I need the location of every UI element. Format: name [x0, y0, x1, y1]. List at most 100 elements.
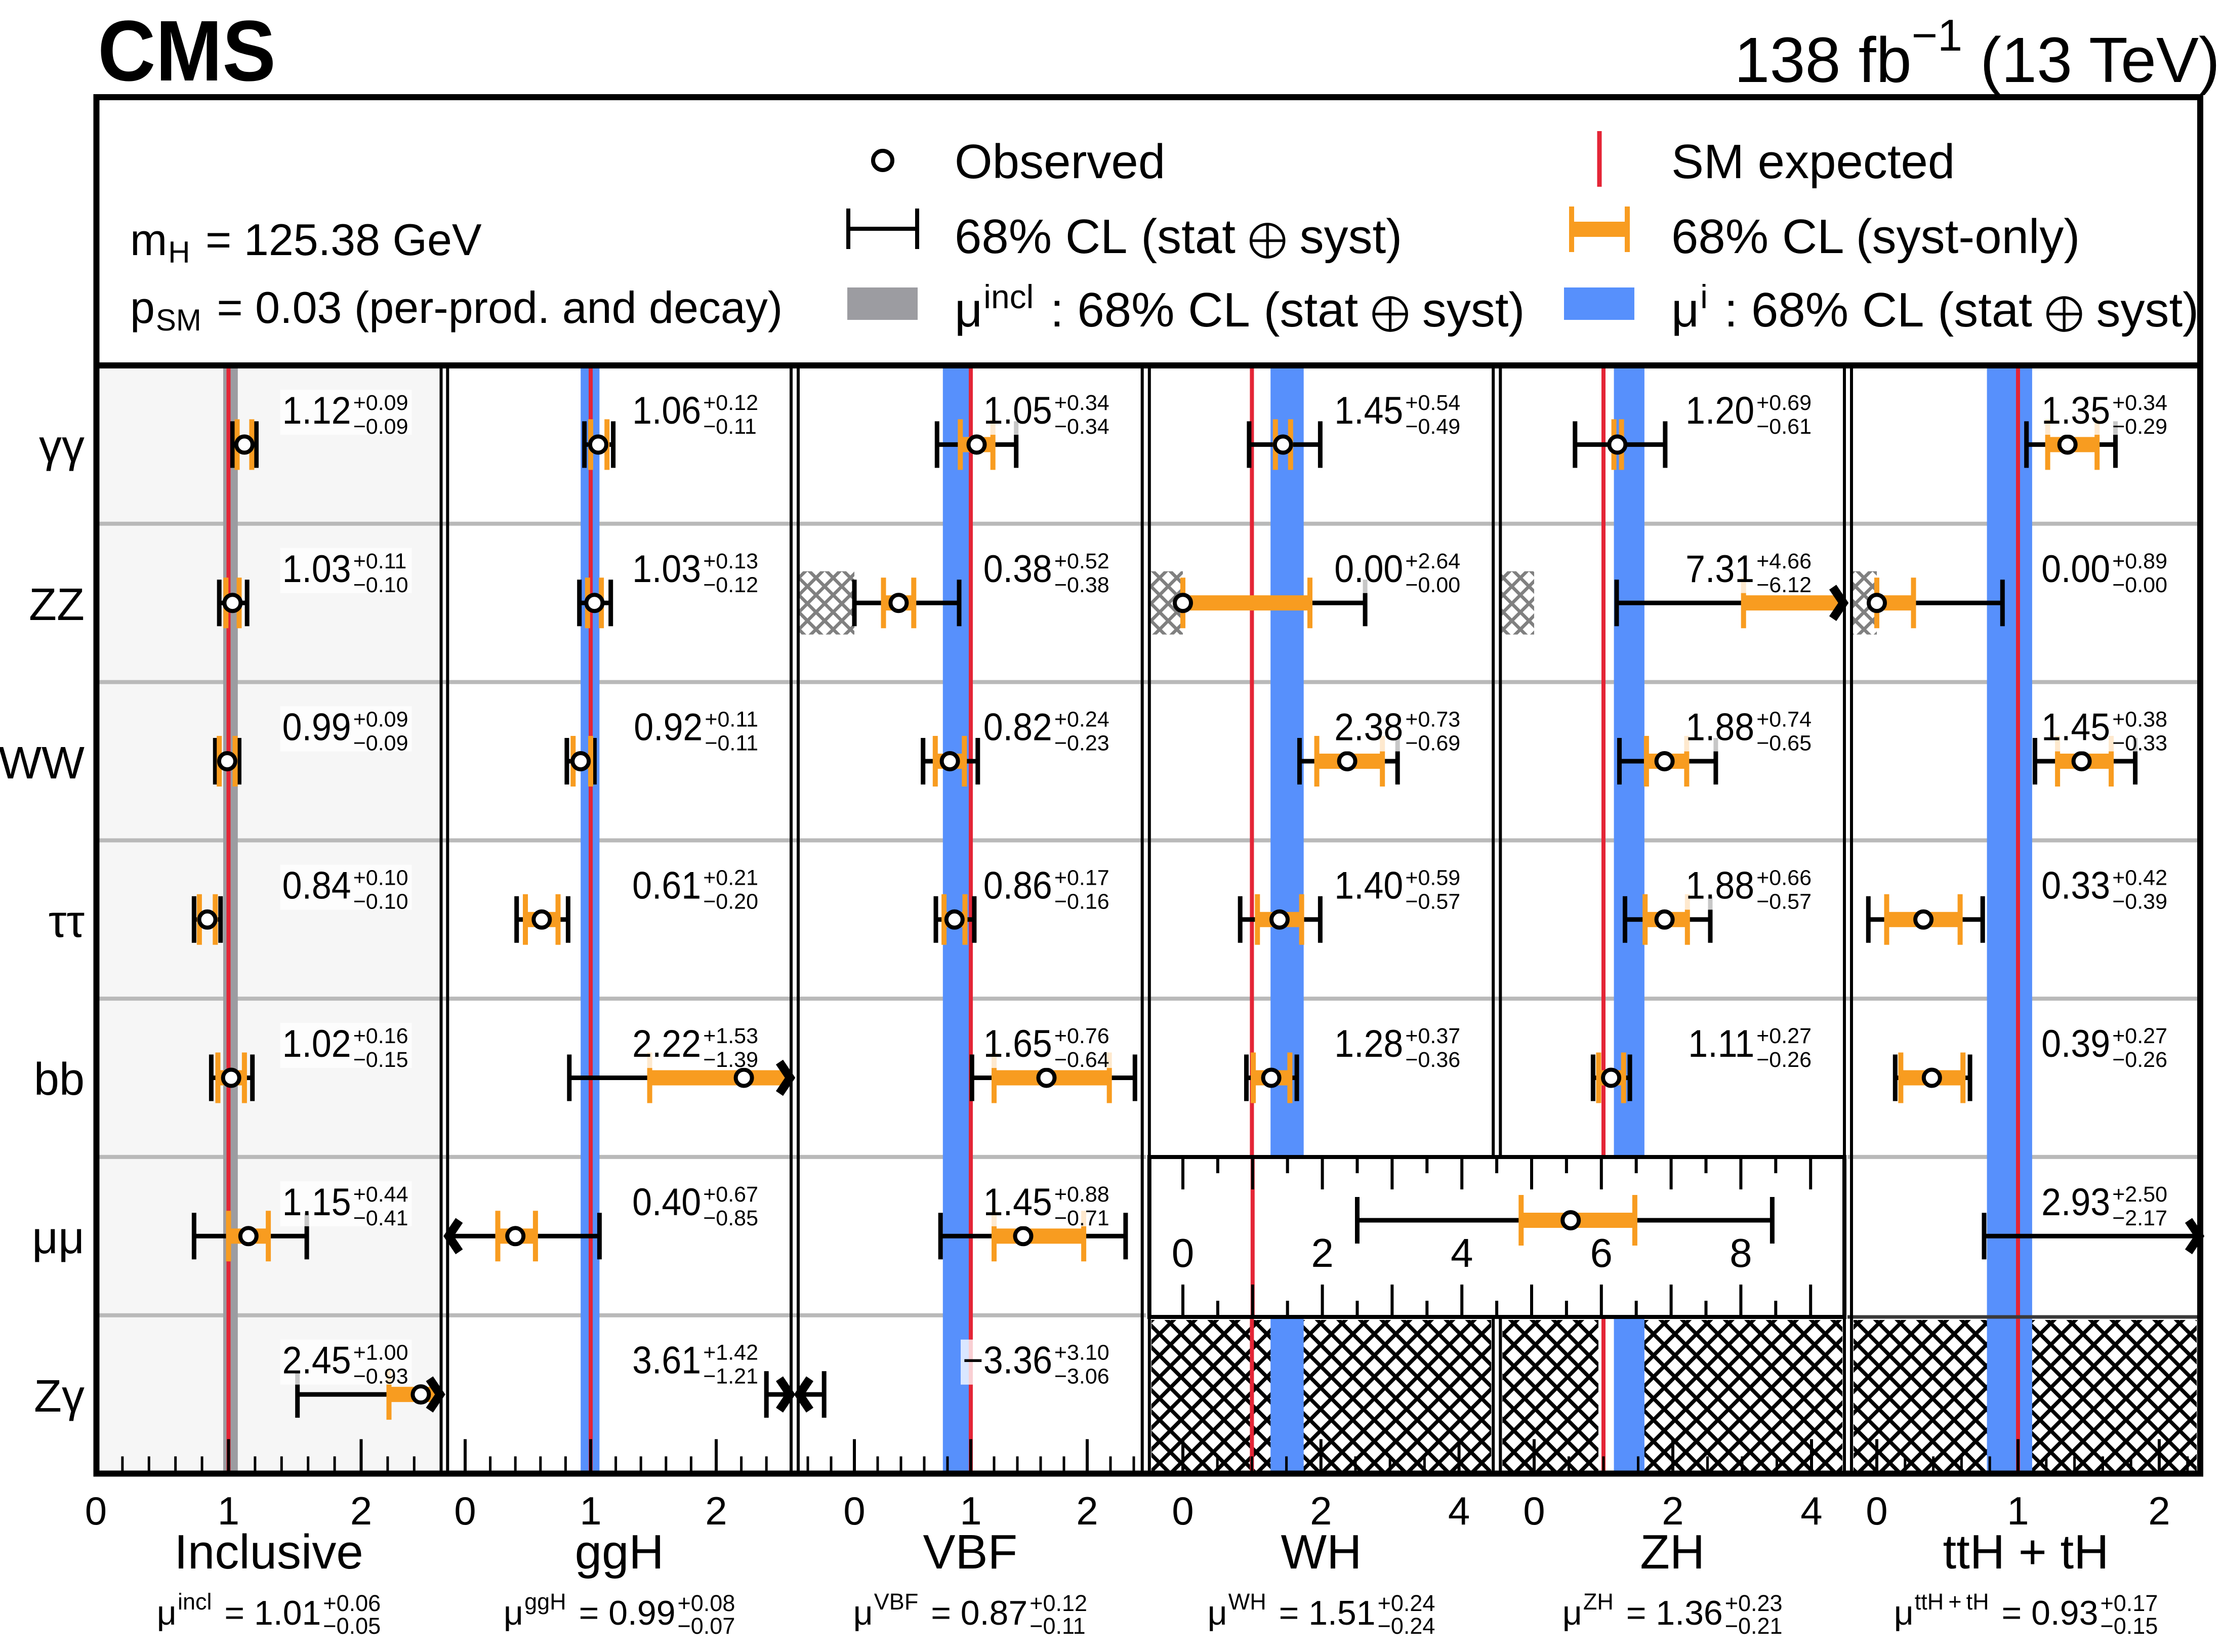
svg-text:+0.52: +0.52 [1054, 549, 1109, 573]
svg-text:1.15: 1.15 [282, 1181, 351, 1224]
svg-text:μ: μ [1894, 1594, 1914, 1632]
svg-text:Observed: Observed [955, 135, 1165, 189]
svg-text:2.22: 2.22 [632, 1022, 701, 1065]
svg-text:+1.00: +1.00 [353, 1341, 408, 1365]
svg-text:1: 1 [960, 1489, 981, 1533]
svg-text:μ: μ [955, 283, 982, 337]
svg-text:−0.07: −0.07 [678, 1613, 735, 1639]
svg-text:0.82: 0.82 [983, 706, 1052, 749]
svg-text:68% CL (syst-only): 68% CL (syst-only) [1671, 210, 2080, 264]
svg-text:−0.09: −0.09 [353, 415, 408, 439]
svg-text:0.99: 0.99 [608, 1594, 675, 1632]
svg-text:+0.34: +0.34 [2112, 391, 2167, 415]
svg-text:+0.23: +0.23 [1725, 1590, 1783, 1616]
svg-text:SM: SM [156, 303, 201, 337]
svg-text:8: 8 [1730, 1230, 1752, 1275]
svg-text:0.39: 0.39 [2041, 1022, 2110, 1065]
svg-text:2.45: 2.45 [282, 1339, 351, 1382]
svg-text:−0.24: −0.24 [1378, 1613, 1435, 1639]
svg-text:−0.00: −0.00 [1405, 573, 1460, 597]
svg-text:Inclusive: Inclusive [174, 1525, 363, 1579]
svg-text:0.38: 0.38 [983, 548, 1052, 591]
svg-text:4: 4 [1451, 1230, 1473, 1275]
svg-text:ZZ: ZZ [29, 580, 85, 630]
svg-text:=: = [1269, 1594, 1309, 1632]
svg-text:+0.13: +0.13 [703, 549, 758, 573]
svg-text:ZH: ZH [1640, 1525, 1705, 1579]
svg-text:−0.10: −0.10 [353, 889, 408, 914]
svg-text:−6.12: −6.12 [1756, 573, 1812, 597]
svg-text:−0.00: −0.00 [2112, 573, 2167, 597]
svg-text:0: 0 [1523, 1489, 1545, 1533]
svg-text:−0.12: −0.12 [703, 573, 758, 597]
svg-text:+0.76: +0.76 [1054, 1024, 1109, 1048]
svg-text:1.45: 1.45 [983, 1181, 1052, 1224]
svg-text:μ: μ [1671, 283, 1699, 337]
svg-text:+0.67: +0.67 [703, 1182, 758, 1207]
svg-text:0.87: 0.87 [961, 1594, 1027, 1632]
svg-text:: 68% CL (stat: : 68% CL (stat [1711, 283, 2046, 337]
svg-text:2: 2 [2148, 1489, 2170, 1533]
svg-text:0: 0 [1172, 1230, 1195, 1275]
svg-text:+0.27: +0.27 [1756, 1024, 1812, 1048]
svg-text:0: 0 [843, 1489, 865, 1533]
svg-text:3.61: 3.61 [632, 1339, 701, 1382]
svg-text:−0.65: −0.65 [1756, 731, 1812, 756]
svg-text:−0.11: −0.11 [703, 415, 757, 439]
svg-text:1.35: 1.35 [2041, 389, 2110, 432]
svg-text:−0.34: −0.34 [1054, 415, 1109, 439]
svg-text:7.31: 7.31 [1685, 548, 1754, 591]
svg-text:−0.15: −0.15 [2101, 1613, 2158, 1639]
svg-text:−3.36: −3.36 [963, 1339, 1052, 1382]
svg-text:i: i [1700, 278, 1708, 315]
svg-text:+0.11: +0.11 [353, 549, 407, 573]
svg-text:+0.73: +0.73 [1405, 708, 1460, 732]
svg-text:+0.69: +0.69 [1756, 391, 1812, 415]
svg-text:=: = [569, 1594, 609, 1632]
svg-text:+2.50: +2.50 [2112, 1182, 2167, 1207]
svg-text:+0.54: +0.54 [1405, 391, 1460, 415]
svg-text:+0.24: +0.24 [1054, 708, 1109, 732]
svg-text:+0.88: +0.88 [1054, 1182, 1109, 1207]
svg-text:68% CL (stat: 68% CL (stat [955, 210, 1249, 264]
svg-text:+0.21: +0.21 [703, 865, 758, 890]
svg-text:syst): syst) [1286, 210, 1402, 264]
svg-text:+0.74: +0.74 [1756, 708, 1812, 732]
svg-text:−0.33: −0.33 [2112, 731, 2167, 756]
svg-text:1.01: 1.01 [254, 1594, 321, 1632]
svg-text:2.93: 2.93 [2041, 1181, 2110, 1224]
svg-text:6: 6 [1590, 1230, 1613, 1275]
svg-text:+1.53: +1.53 [703, 1024, 758, 1048]
svg-text:=: = [215, 1594, 255, 1632]
svg-text:−0.16: −0.16 [1054, 889, 1109, 914]
svg-text:+0.16: +0.16 [353, 1024, 408, 1048]
svg-text:γγ: γγ [39, 421, 85, 472]
svg-text:+0.38: +0.38 [2112, 708, 2167, 732]
svg-text:μ: μ [1562, 1594, 1582, 1632]
svg-text:1.40: 1.40 [1334, 864, 1403, 907]
svg-text:+2.64: +2.64 [1405, 549, 1460, 573]
svg-text:1.65: 1.65 [983, 1022, 1052, 1065]
svg-text:0: 0 [1172, 1489, 1194, 1533]
svg-text:1: 1 [2007, 1489, 2029, 1533]
svg-text:CMS: CMS [98, 3, 276, 99]
svg-text:1.36: 1.36 [1656, 1594, 1722, 1632]
svg-text:0.33: 0.33 [2041, 864, 2110, 907]
svg-text:+0.12: +0.12 [703, 391, 758, 415]
svg-text:Zγ: Zγ [34, 1371, 85, 1422]
svg-text:m: m [130, 215, 167, 265]
svg-text:0.86: 0.86 [983, 864, 1052, 907]
svg-text:−0.26: −0.26 [2112, 1048, 2167, 1072]
svg-text:1.12: 1.12 [282, 389, 351, 432]
svg-text:0.84: 0.84 [282, 864, 351, 907]
svg-text:ggH: ggH [575, 1525, 664, 1579]
svg-text:SM expected: SM expected [1671, 135, 1955, 189]
svg-text:WW: WW [0, 738, 85, 789]
svg-text:ttH + tH: ttH + tH [1915, 1589, 1989, 1615]
svg-text:+0.17: +0.17 [1054, 865, 1109, 890]
svg-text:VBF: VBF [923, 1525, 1017, 1579]
svg-text:+0.11: +0.11 [705, 708, 758, 732]
svg-text:1.51: 1.51 [1308, 1594, 1375, 1632]
svg-text:−0.57: −0.57 [1756, 889, 1812, 914]
svg-text:−0.15: −0.15 [353, 1048, 408, 1072]
